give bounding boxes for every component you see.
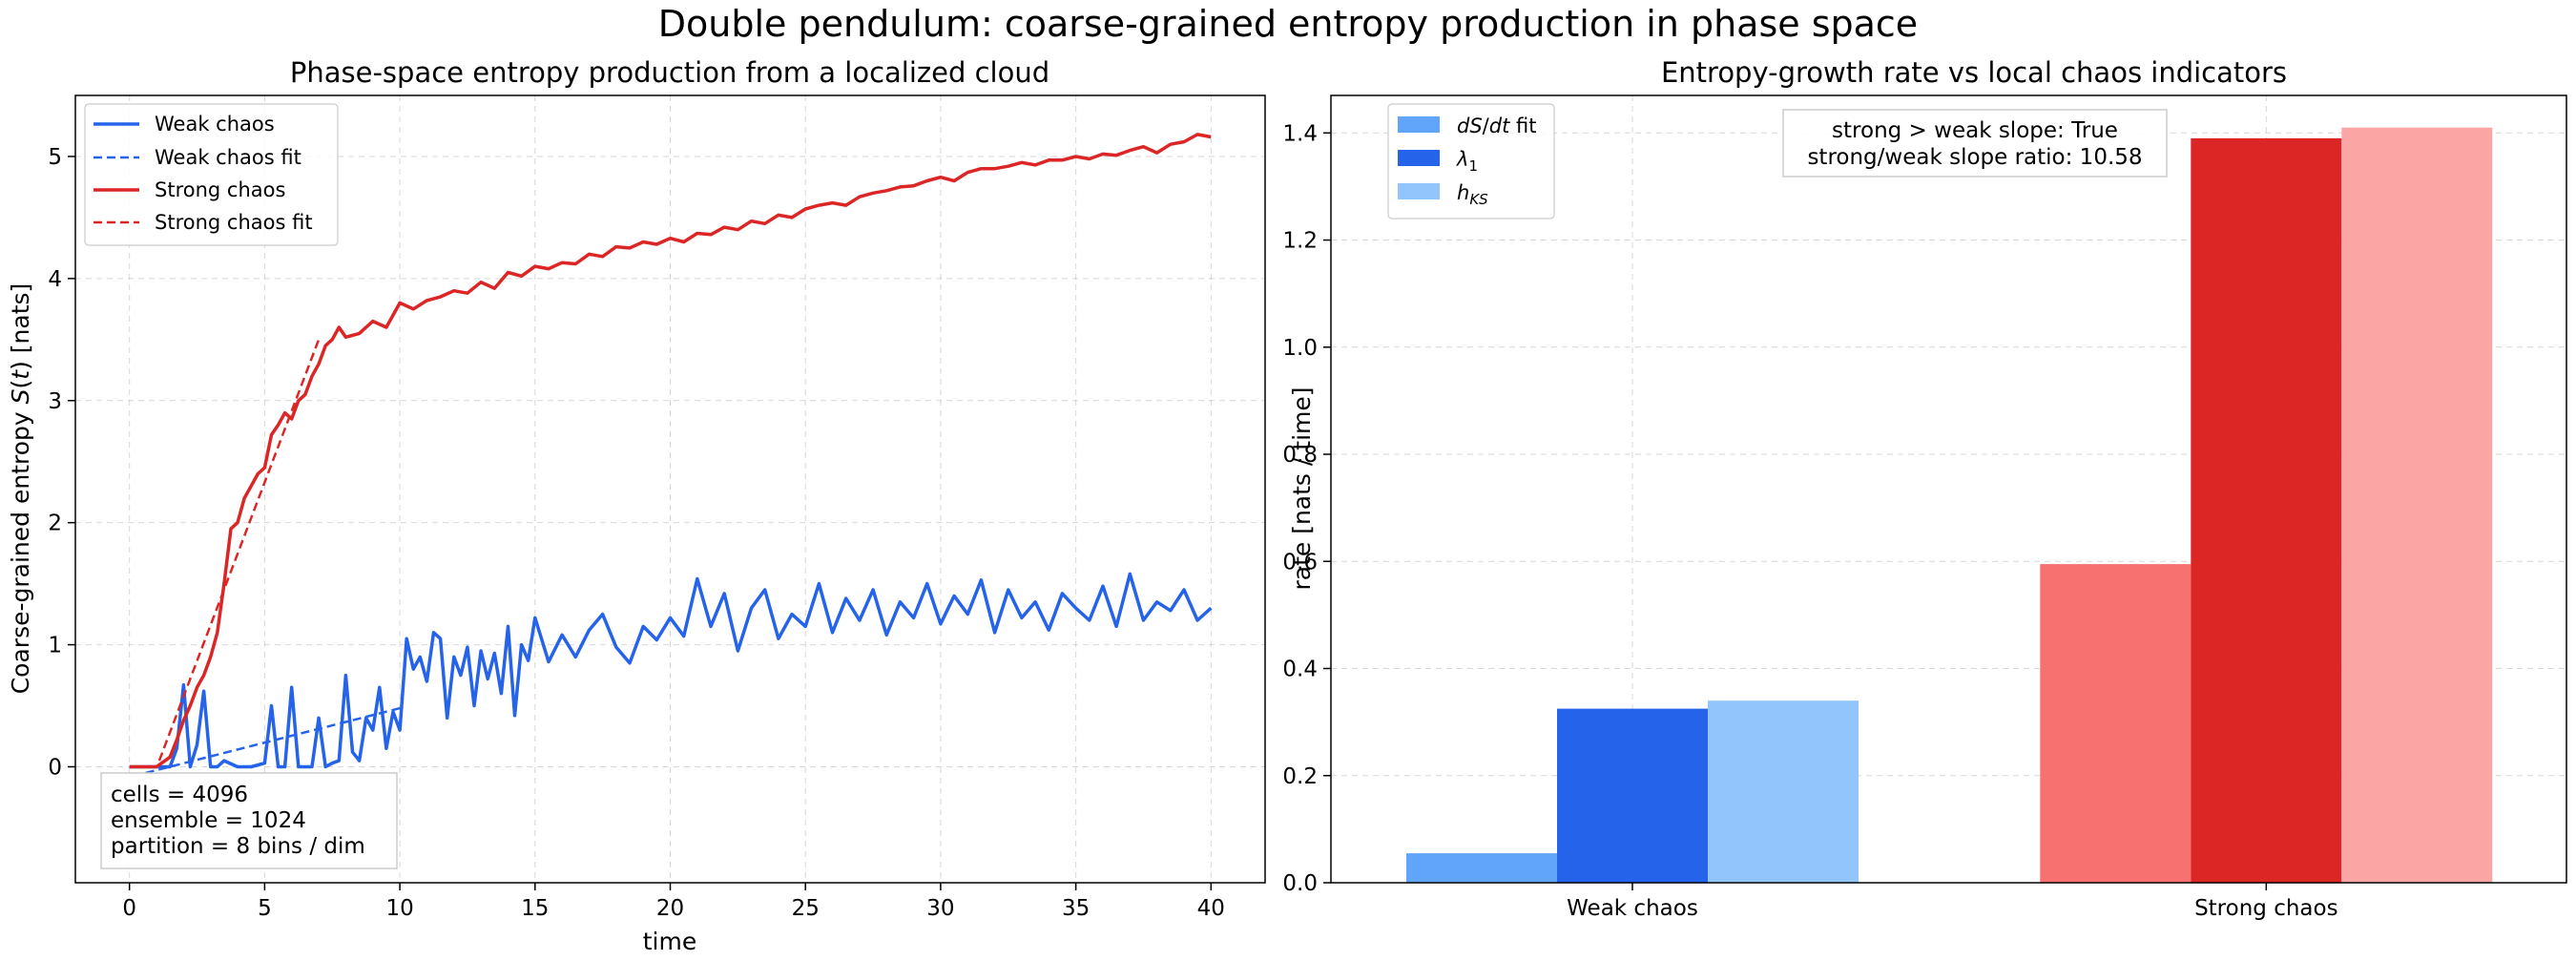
legend-swatch-dsdt (1398, 116, 1440, 133)
left-legend: Weak chaos Weak chaos fit Strong chaos S… (84, 103, 339, 246)
left-axis-ticks: 0 5 10 15 20 25 30 35 40 0 1 2 3 4 5 (48, 145, 1225, 921)
right-y-tick-label: 1.4 (1282, 121, 1318, 146)
right-axes-frame (1330, 94, 2567, 884)
bar-weak-chaos-0 (1406, 853, 1557, 883)
right-y-tick-label: 0.4 (1282, 658, 1318, 682)
bar-weak-chaos-1 (1557, 708, 1708, 883)
info-slope-ratio: strong/weak slope ratio: 10.58 (1807, 145, 2142, 170)
right-y-tick-label: 1.2 (1282, 229, 1318, 254)
figure-suptitle: Double pendulum: coarse-grained entropy … (658, 3, 1918, 45)
right-y-tick-label: 1.0 (1282, 336, 1318, 361)
legend-label-dsdt: dS/dt fit (1457, 115, 1536, 137)
series-line-weak-chaos-fit (145, 706, 401, 775)
right-plot-area (1406, 127, 2493, 883)
left-chart-panel: Phase-space entropy production from a lo… (7, 56, 1266, 955)
left-x-tick-label: 30 (926, 896, 954, 921)
info-ensemble: ensemble = 1024 (111, 808, 306, 833)
bar-strong-chaos-1 (2191, 137, 2342, 883)
bar-weak-chaos-2 (1708, 700, 1859, 883)
left-y-tick-label: 3 (48, 389, 62, 414)
left-x-tick-label: 5 (258, 896, 272, 921)
series-line-weak-chaos (129, 572, 1213, 769)
bar-strong-chaos-0 (2040, 564, 2192, 883)
right-y-axis-label: rate [nats / time] (1288, 386, 1316, 590)
left-x-tick-label: 15 (521, 896, 549, 921)
left-y-tick-label: 2 (48, 512, 62, 536)
info-partition: partition = 8 bins / dim (111, 834, 365, 859)
left-y-tick-label: 5 (48, 145, 62, 170)
left-plot-area (129, 133, 1213, 775)
category-label: Weak chaos (1567, 896, 1698, 921)
legend-label-lambda1: λ1 (1456, 148, 1478, 175)
right-legend: dS/dt fit λ1 hKS (1387, 103, 1555, 219)
left-grid (75, 95, 1265, 883)
bar-strong-chaos-2 (2341, 127, 2493, 883)
legend-label-strong-fit: Strong chaos fit (155, 211, 313, 234)
right-axis-ticks: 0.0 0.2 0.4 0.6 0.8 1.0 1.2 1.4 Weak chaos Strong… (1282, 121, 2337, 921)
left-x-axis-label: time (643, 928, 696, 955)
info-cells: cells = 4096 (111, 783, 248, 807)
right-y-tick-label: 0.0 (1282, 871, 1318, 896)
left-x-tick-label: 40 (1197, 896, 1225, 921)
left-x-tick-label: 0 (122, 896, 136, 921)
left-y-axis-label: Coarse-grained entropy S(t) [nats] (7, 283, 34, 695)
category-label: Strong chaos (2194, 896, 2338, 921)
series-line-strong-chaos (129, 133, 1212, 769)
legend-label-strong: Strong chaos (155, 178, 285, 201)
right-info-box: strong > weak slope: True strong/weak sl… (1782, 109, 2168, 178)
info-slope-compare: strong > weak slope: True (1832, 118, 2118, 143)
series-line-strong-chaos-fit (157, 339, 321, 762)
legend-label-hks: hKS (1457, 181, 1488, 208)
left-x-tick-label: 20 (656, 896, 684, 921)
legend-swatch-lambda1 (1398, 150, 1440, 166)
left-x-tick-label: 35 (1062, 896, 1090, 921)
legend-label-weak-fit: Weak chaos fit (155, 146, 301, 169)
left-chart-title: Phase-space entropy production from a lo… (290, 56, 1049, 89)
left-info-box: cells = 4096 ensemble = 1024 partition =… (100, 772, 398, 869)
legend-swatch-hks (1398, 183, 1440, 199)
right-y-tick-label: 0.2 (1282, 764, 1318, 789)
left-x-tick-label: 10 (385, 896, 413, 921)
left-y-tick-label: 4 (48, 267, 62, 292)
right-y-tick-label: 0.6 (1282, 550, 1318, 575)
right-chart-panel: Entropy-growth rate vs local chaos indic… (1282, 56, 2567, 921)
left-x-tick-label: 25 (792, 896, 820, 921)
right-y-tick-label: 0.8 (1282, 443, 1318, 468)
left-y-tick-label: 1 (48, 634, 62, 658)
left-y-tick-label: 0 (48, 755, 62, 780)
right-chart-title: Entropy-growth rate vs local chaos indic… (1661, 56, 2287, 89)
legend-label-weak: Weak chaos (155, 113, 275, 136)
